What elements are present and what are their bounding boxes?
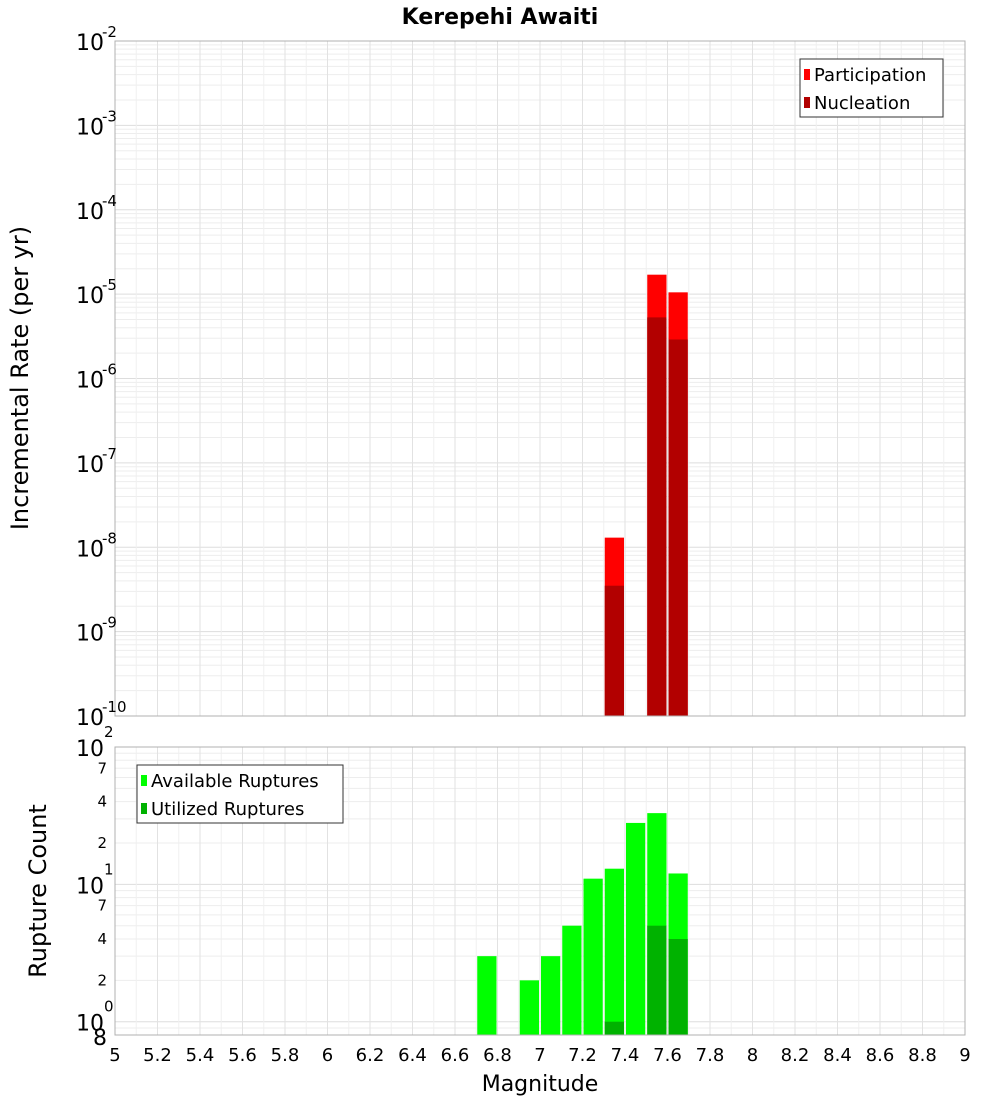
y-tick-label: 10 (76, 874, 104, 899)
bar-available-ruptures (583, 878, 603, 1035)
x-tick-label: 6.8 (483, 1045, 512, 1066)
legend-label: Participation (814, 65, 926, 86)
plot-border-0 (114, 40, 966, 717)
x-tick-label: 5.2 (143, 1045, 172, 1066)
top-y-axis-label: Incremental Rate (per yr) (6, 226, 34, 530)
y-tick-label: 10 (76, 200, 104, 225)
bar-nucleation (668, 339, 688, 716)
x-axis-label: Magnitude (482, 1072, 599, 1097)
plot-border-1 (114, 746, 966, 1036)
bar-available-ruptures (604, 868, 624, 1035)
x-tick-label: 5 (109, 1045, 120, 1066)
y-tick-exponent: -5 (102, 276, 117, 294)
bar-available-ruptures (519, 980, 539, 1035)
x-tick-label: 5.6 (228, 1045, 257, 1066)
y-tick-exponent: -8 (102, 529, 117, 547)
y-tick-label: 10 (76, 284, 104, 309)
x-tick-label: 8 (747, 1045, 758, 1066)
legend-label: Nucleation (814, 93, 910, 114)
y-tick-label: 10 (76, 737, 104, 762)
x-tick-label: 9 (959, 1045, 970, 1066)
bar-nucleation (647, 317, 667, 716)
y-tick-exponent: -6 (102, 361, 117, 379)
x-tick-label: 7 (534, 1045, 545, 1066)
bar-utilized-ruptures (668, 939, 688, 1035)
legend-label: Available Ruptures (151, 771, 319, 792)
y-tick-exponent: 2 (104, 723, 114, 741)
y-tick-label: 10 (76, 537, 104, 562)
legend-box (799, 58, 944, 118)
legend-box (136, 764, 344, 824)
x-tick-label: 5.4 (186, 1045, 215, 1066)
x-tick-label: 6.6 (441, 1045, 470, 1066)
bar-nucleation (604, 585, 624, 716)
y-tick-exponent: 1 (104, 860, 114, 878)
x-tick-label: 8.4 (823, 1045, 852, 1066)
bar-available-ruptures (562, 925, 582, 1035)
y-tick-exponent: -4 (102, 192, 117, 210)
legend-swatch-utilized-ruptures (141, 803, 147, 814)
y-tick-label: 10 (76, 115, 104, 140)
legend-swatch-participation (804, 69, 810, 80)
x-tick-label: 6.2 (356, 1045, 385, 1066)
bar-utilized-ruptures (647, 925, 667, 1035)
y-minor-tick-label: 7 (97, 759, 107, 777)
y-minor-tick-label: 4 (97, 930, 107, 948)
y-tick-exponent: 0 (104, 998, 114, 1016)
y-minor-tick-label: 2 (97, 971, 107, 989)
y-tick-label: 10 (76, 622, 104, 647)
x-tick-label: 7.8 (696, 1045, 725, 1066)
legend-label: Utilized Ruptures (151, 799, 304, 820)
y-tick-label: 10 (76, 31, 104, 56)
x-tick-label: 6 (322, 1045, 333, 1066)
y-minor-tick-label: 4 (97, 793, 107, 811)
y-tick-label: 10 (76, 453, 104, 478)
bar-utilized-ruptures (604, 1021, 624, 1035)
y-tick-exponent: -10 (102, 698, 127, 716)
x-tick-label: 7.2 (568, 1045, 597, 1066)
y-tick-exponent: -7 (102, 445, 117, 463)
legend-swatch-nucleation (804, 97, 810, 108)
x-tick-label: 7.6 (653, 1045, 682, 1066)
y-tick-exponent: -3 (102, 107, 117, 125)
bar-available-ruptures (541, 956, 561, 1035)
y-tick-label: 10 (76, 706, 104, 731)
y-tick-exponent: -2 (102, 23, 117, 41)
chart-title: Kerepehi Awaiti (402, 5, 599, 30)
y-minor-tick-label: 8 (93, 1026, 107, 1051)
y-minor-tick-label: 2 (97, 834, 107, 852)
y-minor-tick-label: 7 (97, 897, 107, 915)
y-tick-exponent: -9 (102, 614, 117, 632)
y-tick-label: 10 (76, 1012, 104, 1037)
x-tick-label: 6.4 (398, 1045, 427, 1066)
x-tick-label: 8.6 (866, 1045, 895, 1066)
x-tick-label: 7.4 (611, 1045, 640, 1066)
x-tick-label: 8.8 (908, 1045, 937, 1066)
bar-available-ruptures (477, 956, 497, 1035)
legend-swatch-available-ruptures (141, 775, 147, 786)
x-tick-label: 8.2 (781, 1045, 810, 1066)
x-tick-label: 5.8 (271, 1045, 300, 1066)
y-tick-label: 10 (76, 369, 104, 394)
bottom-y-axis-label: Rupture Count (24, 804, 52, 978)
bar-available-ruptures (626, 822, 646, 1035)
